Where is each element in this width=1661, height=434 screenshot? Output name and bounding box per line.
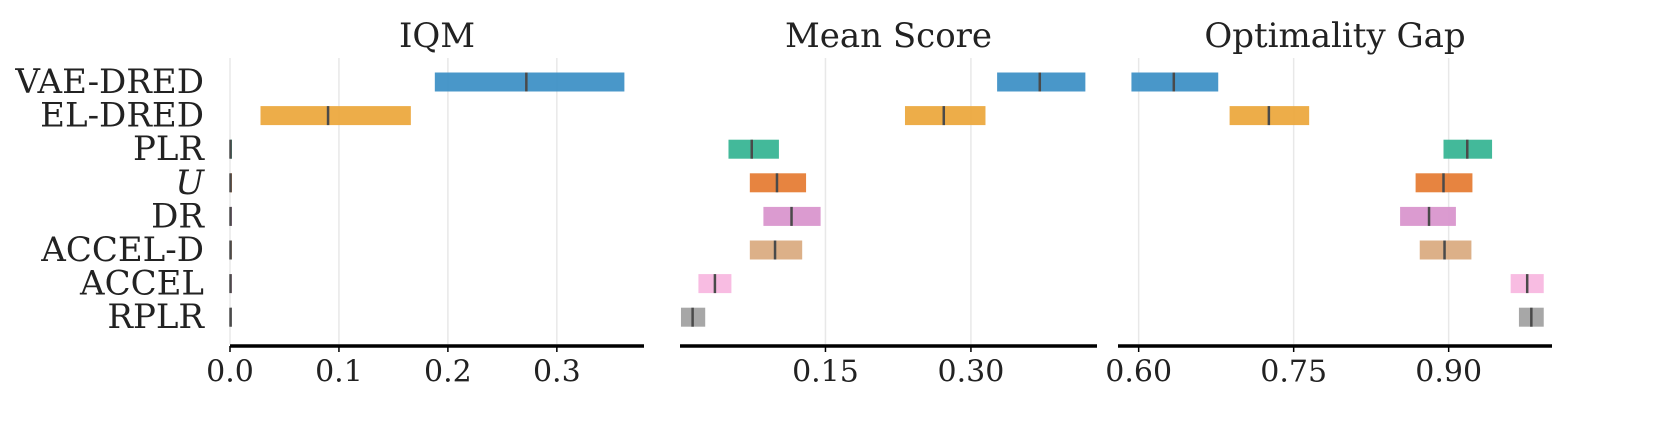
panel-optimality-gap: Optimality Gap 0.60 0.75 0.90 bbox=[1105, 16, 1552, 390]
xtick-label: 0.90 bbox=[1415, 355, 1482, 390]
ytick-rplr: RPLR bbox=[107, 297, 205, 337]
panel-title: Mean Score bbox=[785, 16, 992, 56]
xtick-label: 0.75 bbox=[1260, 355, 1327, 390]
xtick-label: 0.0 bbox=[206, 355, 254, 390]
xtick-label: 0.3 bbox=[533, 355, 581, 390]
bar-el-dred bbox=[904, 106, 986, 126]
bar-plr bbox=[728, 139, 779, 159]
ytick-dr: DR bbox=[151, 196, 205, 236]
xtick-label: 0.30 bbox=[938, 355, 1005, 390]
xtick-label: 0.2 bbox=[424, 355, 472, 390]
bar-el-dred bbox=[260, 106, 411, 126]
panel-iqm: IQM 0.0 0.1 0.2 0.3 bbox=[206, 16, 644, 390]
panel-mean-score: Mean Score 0.15 0.30 bbox=[680, 16, 1097, 390]
ytick-el-dred: EL-DRED bbox=[40, 96, 204, 136]
panel-title: Optimality Gap bbox=[1204, 16, 1465, 56]
ytick-u: U bbox=[175, 163, 205, 203]
bar-vae-dred bbox=[997, 72, 1086, 92]
bar-vae-dred bbox=[434, 72, 625, 92]
xtick-label: 0.60 bbox=[1105, 355, 1172, 390]
xtick-label: 0.1 bbox=[315, 355, 363, 390]
ytick-accel: ACCEL bbox=[79, 264, 204, 304]
panel-title: IQM bbox=[399, 16, 475, 56]
ytick-accel-d: ACCEL-D bbox=[40, 230, 204, 270]
ytick-plr: PLR bbox=[133, 129, 205, 169]
ytick-vae-dred: VAE-DRED bbox=[14, 62, 204, 102]
xtick-label: 0.15 bbox=[792, 355, 859, 390]
